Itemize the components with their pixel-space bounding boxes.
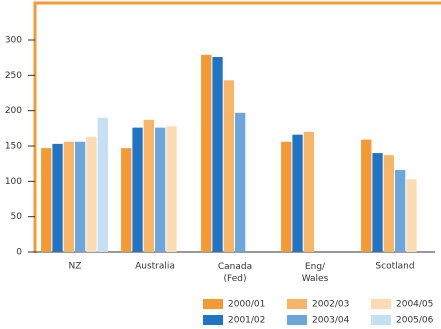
bar	[52, 143, 63, 252]
x-tick-label: Australia	[135, 262, 175, 272]
bar	[383, 155, 394, 252]
legend-label: 2000/01	[228, 300, 265, 310]
bar	[97, 117, 108, 252]
y-tick-label: 50	[11, 212, 23, 222]
bar	[132, 127, 143, 252]
bar	[63, 141, 74, 252]
bar	[361, 139, 372, 252]
bar	[303, 131, 314, 252]
bar	[281, 141, 292, 252]
bar	[166, 126, 177, 252]
legend-swatch	[371, 299, 391, 309]
legend-label: 2002/03	[312, 300, 349, 310]
y-tick-label: 200	[5, 106, 22, 116]
x-tick-label: Eng/Wales	[302, 262, 329, 284]
legend-label: 2004/05	[396, 300, 433, 310]
legend-swatch	[287, 299, 307, 309]
bar	[223, 80, 234, 252]
bar	[395, 170, 406, 252]
legend-swatch	[371, 315, 391, 325]
bar	[86, 136, 97, 252]
bar	[121, 148, 132, 252]
legend-label: 2005/06	[396, 316, 434, 326]
legend-label: 2001/02	[228, 316, 265, 326]
y-tick-label: 150	[5, 142, 22, 152]
bar	[372, 153, 383, 252]
legend-swatch	[203, 299, 223, 309]
bar	[406, 179, 417, 252]
y-tick-label: 0	[16, 248, 22, 258]
y-tick-label: 250	[5, 71, 22, 81]
bar	[155, 127, 166, 252]
legend-swatch	[287, 315, 307, 325]
bar	[143, 119, 154, 252]
x-tick-label: Canada (Fed)	[218, 262, 252, 284]
legend-swatch	[203, 315, 223, 325]
x-tick-label: Scotland	[375, 262, 414, 272]
x-tick-label: NZ	[69, 262, 82, 272]
legend-label: 2003/04	[312, 316, 350, 326]
y-tick-label: 100	[5, 177, 22, 187]
bar	[201, 54, 212, 253]
bar	[41, 148, 52, 252]
y-tick-label: 300	[5, 36, 22, 46]
bar	[212, 56, 223, 253]
bar	[292, 134, 303, 252]
bar	[235, 112, 246, 252]
bar	[75, 141, 86, 252]
